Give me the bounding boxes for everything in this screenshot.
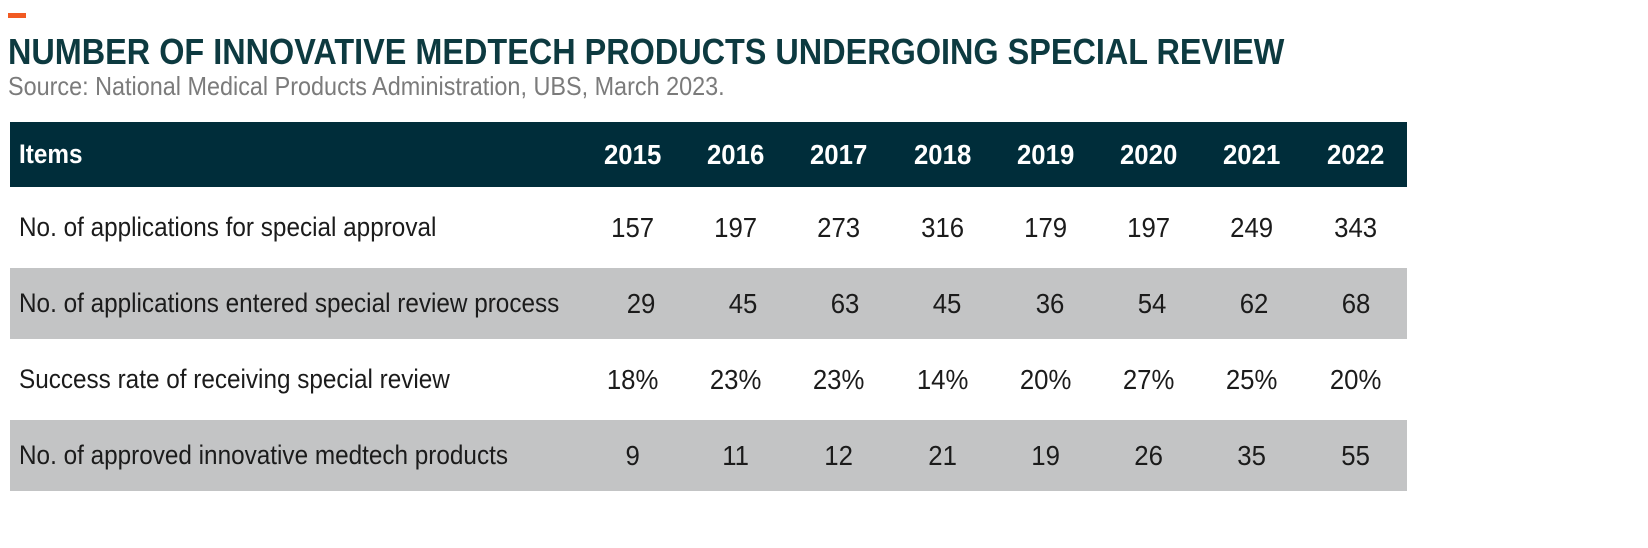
table-cell: 197 [714,211,758,243]
table-cell: 68 [1341,287,1371,319]
accent-bar [8,13,26,18]
table-cell: 19 [1031,439,1060,471]
row-label: No. of approved innovative medtech produ… [19,440,508,470]
column-header-year: 2022 [1326,138,1384,170]
table-cell: 273 [817,211,861,243]
table-cell: 20% [1019,363,1072,395]
data-table: Items 2015 2016 2017 2018 2019 2020 2021… [10,122,1407,491]
table-cell: 157 [610,211,654,243]
table-cell: 35 [1237,439,1267,471]
table-cell: 36 [1035,287,1064,319]
table-cell: 11 [722,439,749,471]
table-cell: 45 [728,287,758,319]
table-cell: 14% [916,363,968,395]
table-cell: 45 [933,287,962,319]
row-label: No. of applications entered special revi… [19,288,560,318]
table-cell: 9 [625,439,640,471]
table-cell: 23% [709,363,762,395]
row-label: No. of applications for special approval [19,212,437,242]
table-cell: 26 [1134,439,1164,471]
table-cell: 179 [1023,211,1067,243]
table-header-row: Items 2015 2016 2017 2018 2019 2020 2021… [10,122,1407,187]
table-cell: 62 [1239,287,1269,319]
table-cell: 18% [606,363,659,395]
table-cell: 343 [1333,211,1377,243]
table-cell: 23% [813,363,865,395]
table-cell: 63 [830,287,860,319]
column-header-year: 2020 [1120,138,1178,170]
table-cell: 25% [1226,363,1278,395]
column-header-items: Items [19,139,83,169]
table-cell: 29 [626,287,656,319]
column-header-year: 2017 [810,138,868,170]
table-cell: 197 [1127,211,1171,243]
table-cell: 21 [927,439,957,471]
chart-source: Source: National Medical Products Admini… [8,71,725,101]
table-row: No. of applications for special approval… [10,187,1407,268]
table-cell: 12 [824,439,854,471]
table-cell: 55 [1340,439,1370,471]
table-row: No. of approved innovative medtech produ… [10,420,1407,491]
table-cell: 20% [1329,363,1382,395]
column-header-year: 2018 [913,138,971,170]
column-header-year: 2019 [1016,138,1075,170]
table-row: No. of applications entered special revi… [10,268,1407,339]
chart-title: NUMBER OF INNOVATIVE MEDTECH PRODUCTS UN… [8,31,1285,72]
column-header-year: 2021 [1223,138,1281,170]
table-cell: 54 [1137,287,1167,319]
column-header-year: 2016 [706,138,765,170]
row-label: Success rate of receiving special review [19,364,450,394]
table-cell: 249 [1230,211,1274,243]
column-header-year: 2015 [603,138,661,170]
table-row: Success rate of receiving special review… [10,339,1407,420]
table-cell: 27% [1122,363,1175,395]
table-cell: 316 [920,211,964,243]
